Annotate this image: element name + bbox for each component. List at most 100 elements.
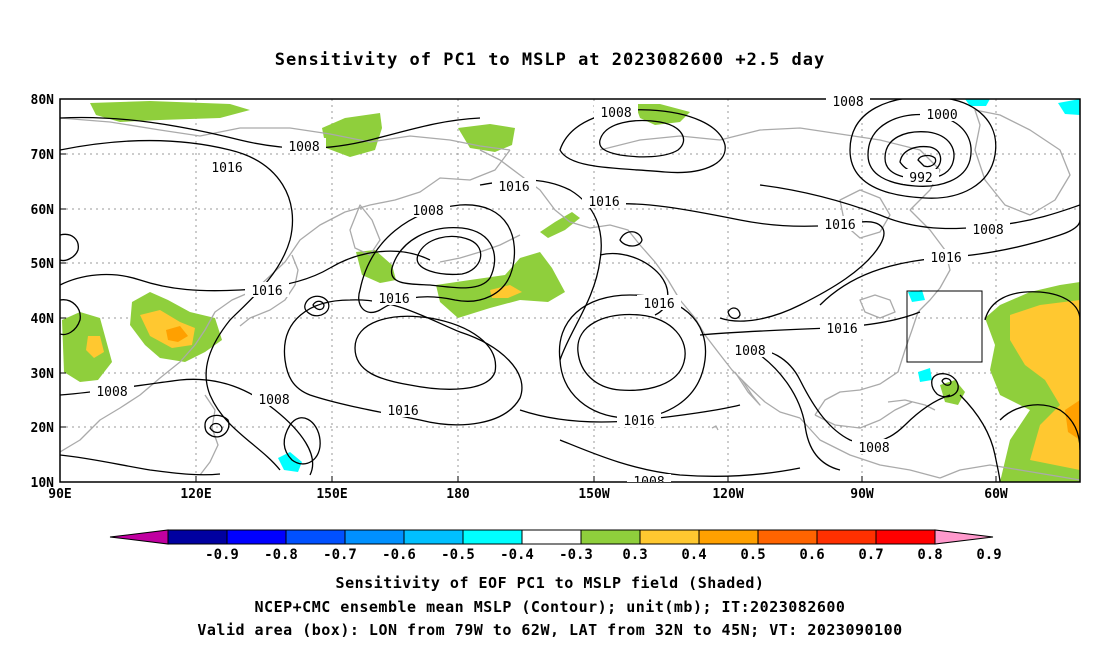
contour-label-1008: 1008	[633, 475, 664, 490]
colorbar-label: 0.4	[681, 547, 706, 563]
lat-label-40n: 40N	[31, 312, 55, 327]
shade-orange-china-japan	[166, 326, 188, 342]
shade-cyan-labrador	[908, 290, 925, 302]
contour-1020-pacific-high-east	[577, 313, 686, 391]
lon-label-120e: 120E	[180, 487, 211, 502]
colorbar-label: -0.8	[264, 547, 298, 563]
contour-labels: 1008 1008 1000 1008 1016 992 1016 1016 1…	[90, 95, 1010, 490]
contour-1008-pacific-south	[559, 439, 801, 477]
contour-label-1016: 1016	[826, 322, 857, 337]
latitude-labels: 80N 70N 60N 50N 40N 30N 20N 10N	[31, 93, 55, 491]
contour-992-greenland-low-outer	[849, 99, 997, 199]
coast-great-lakes	[859, 294, 896, 319]
lon-label-150w: 150W	[578, 487, 609, 502]
contour-east-atlantic-low	[999, 404, 1080, 451]
shade-green-alaska-strip	[540, 212, 580, 238]
colorbar-swatch	[344, 529, 405, 545]
colorbar-swatch	[698, 529, 759, 545]
contour-label-1008: 1008	[96, 385, 127, 400]
colorbar-swatch	[462, 529, 523, 545]
lat-label-70n: 70N	[31, 148, 55, 163]
lat-label-50n: 50N	[31, 257, 55, 272]
contour-label-1016: 1016	[824, 218, 855, 233]
colorbar-swatch	[521, 529, 582, 545]
colorbar-label: -0.4	[500, 547, 534, 563]
colorbar-label: 0.5	[740, 547, 765, 563]
contour-label-1008: 1008	[600, 106, 631, 121]
coast-gulf-mexico	[814, 401, 913, 429]
colorbar-label: -0.5	[441, 547, 475, 563]
contour-label-1016: 1016	[623, 414, 654, 429]
contour-996-greenland-low	[884, 131, 955, 180]
lat-label-20n: 20N	[31, 421, 55, 436]
colorbar-label: 0.6	[799, 547, 824, 563]
contour-1016-north-america	[599, 203, 885, 322]
contour-label-1008: 1008	[258, 393, 289, 408]
coast-south-america	[939, 464, 1080, 481]
contour-1020-subtropical-high	[354, 315, 497, 390]
lon-label-180: 180	[446, 487, 470, 502]
contour-1008-bottom	[60, 454, 221, 476]
contour-1008-central-america	[739, 348, 951, 444]
lon-label-120w: 120W	[712, 487, 743, 502]
contour-label-992: 992	[909, 171, 932, 186]
contour-hurricane-inner	[941, 377, 952, 386]
contour-1016-atlantic	[819, 219, 1080, 306]
colorbar-swatch	[639, 529, 700, 545]
contour-hurricane-outer	[931, 373, 959, 398]
lon-label-90e: 90E	[48, 487, 71, 502]
colorbar-label: -0.9	[205, 547, 239, 563]
colorbar-label: -0.3	[559, 547, 593, 563]
colorbar: -0.9 -0.8 -0.7 -0.6 -0.5 -0.4 -0.3 0.3 0.4 0.5 0.6…	[109, 529, 1002, 563]
contour-1016-pacific-high-east	[558, 294, 707, 419]
shade-cyan-pacific	[278, 452, 302, 472]
colorbar-low-end	[109, 529, 169, 545]
coast-asia-north	[60, 117, 511, 151]
colorbar-label: 0.7	[858, 547, 883, 563]
contour-1016-subtropical-high-west	[283, 299, 523, 426]
colorbar-high-end	[934, 529, 994, 545]
contour-1012-pacific-mid	[329, 250, 431, 269]
lon-label-60w: 60W	[984, 487, 1008, 502]
contour-label-1016: 1016	[251, 284, 282, 299]
colorbar-label: 0.3	[622, 547, 647, 563]
colorbar-swatch	[167, 529, 228, 545]
contour-label-1016: 1016	[498, 180, 529, 195]
contour-label-1016: 1016	[387, 404, 418, 419]
map-frame	[59, 98, 1081, 483]
shade-cyan-greenland	[1058, 99, 1080, 115]
contour-label-1008: 1008	[832, 95, 863, 110]
contour-small-low-2	[312, 300, 325, 311]
colorbar-swatch	[285, 529, 346, 545]
axis-ticks	[60, 98, 997, 482]
coast-kamchatka	[349, 204, 381, 256]
colorbar-swatch	[403, 529, 464, 545]
colorbar-swatch	[875, 529, 936, 545]
contour-1000-north-pacific-low	[416, 235, 482, 276]
contour-1008-east	[759, 184, 1080, 230]
caption-line-3: Valid area (box): LON from 79W to 62W, L…	[197, 621, 903, 639]
contour-label-1016: 1016	[930, 251, 961, 266]
colorbar-swatch	[226, 529, 287, 545]
longitude-labels: 90E 120E 150E 180 150W 120W 90W 60W	[48, 487, 1008, 502]
shade-green-arctic-center	[635, 104, 690, 125]
contour-caribbean	[959, 394, 1001, 482]
contour-small-low-1	[304, 295, 330, 317]
contour-label-1008: 1008	[972, 223, 1003, 238]
contour-small-aleutian	[619, 231, 643, 247]
contour-label-1016: 1016	[211, 161, 242, 176]
shade-yellow-north-pacific	[490, 285, 522, 298]
lon-label-90w: 90W	[850, 487, 874, 502]
contour-label-1016: 1016	[643, 297, 674, 312]
caption-line-2: NCEP+CMC ensemble mean MSLP (Contour); u…	[254, 598, 846, 616]
chart-title: Sensitivity of PC1 to MSLP at 2023082600…	[274, 50, 826, 70]
contour-west-edge-2	[60, 299, 81, 336]
colorbar-swatch	[816, 529, 877, 545]
contour-label-1008: 1008	[412, 204, 443, 219]
contour-label-1008: 1008	[288, 140, 319, 155]
valid-area-box	[906, 290, 983, 363]
coast-cuba	[887, 399, 936, 411]
coast-baja	[734, 371, 761, 406]
contour-1008-mexico	[759, 354, 841, 471]
